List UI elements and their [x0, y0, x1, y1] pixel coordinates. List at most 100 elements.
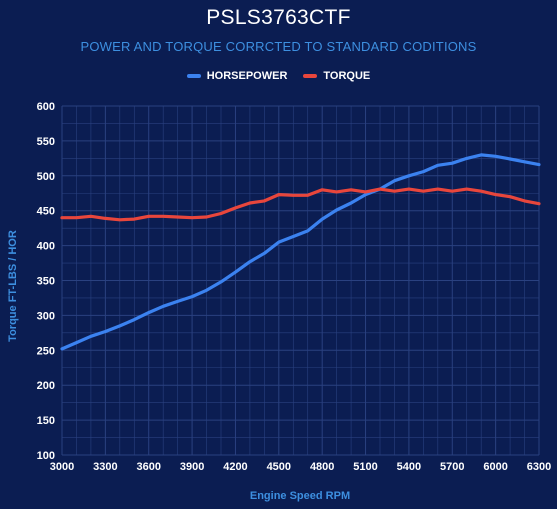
data-point-horsepower[interactable] — [479, 152, 484, 157]
data-point-torque[interactable] — [334, 189, 339, 194]
data-point-torque[interactable] — [450, 189, 455, 194]
data-point-horsepower[interactable] — [435, 163, 440, 168]
data-point-horsepower[interactable] — [132, 317, 137, 322]
data-point-horsepower[interactable] — [537, 162, 542, 167]
data-point-torque[interactable] — [378, 187, 383, 192]
data-point-horsepower[interactable] — [320, 217, 325, 222]
data-point-horsepower[interactable] — [190, 294, 195, 299]
data-point-horsepower[interactable] — [103, 329, 108, 334]
data-point-torque[interactable] — [363, 189, 368, 194]
data-point-horsepower[interactable] — [508, 157, 513, 162]
chart-legend: HORSEPOWER TORQUE — [0, 70, 557, 82]
x-tick-label: 5400 — [397, 461, 421, 473]
data-point-torque[interactable] — [479, 189, 484, 194]
y-tick-label: 350 — [37, 276, 55, 288]
data-point-horsepower[interactable] — [247, 259, 252, 264]
legend-label-horsepower: HORSEPOWER — [206, 70, 288, 82]
series-line-torque[interactable] — [60, 187, 541, 222]
data-point-torque[interactable] — [392, 189, 397, 194]
data-point-horsepower[interactable] — [392, 178, 397, 183]
x-tick-label: 3900 — [180, 461, 204, 473]
data-point-horsepower[interactable] — [305, 228, 310, 233]
data-point-torque[interactable] — [435, 187, 440, 192]
data-point-horsepower[interactable] — [276, 240, 281, 245]
data-point-horsepower[interactable] — [406, 173, 411, 178]
data-point-horsepower[interactable] — [219, 279, 224, 284]
data-point-horsepower[interactable] — [262, 251, 267, 256]
data-point-horsepower[interactable] — [161, 304, 166, 309]
y-tick-label: 150 — [37, 415, 55, 427]
data-point-horsepower[interactable] — [60, 346, 65, 351]
data-point-torque[interactable] — [132, 217, 137, 222]
data-point-torque[interactable] — [537, 201, 542, 206]
data-point-torque[interactable] — [103, 216, 108, 221]
data-point-torque[interactable] — [262, 198, 267, 203]
data-point-torque[interactable] — [88, 214, 93, 219]
data-point-horsepower[interactable] — [175, 299, 180, 304]
y-axis-ticks: 100 150 200 250 300 350 400 450 500 550 600 — [37, 101, 55, 462]
legend-item-horsepower[interactable]: HORSEPOWER — [186, 70, 288, 82]
data-point-torque[interactable] — [305, 193, 310, 198]
data-point-torque[interactable] — [247, 201, 252, 206]
y-axis-title: Torque FT-LBS / HOR — [7, 230, 19, 342]
data-point-horsepower[interactable] — [146, 310, 151, 315]
legend-swatch-torque — [303, 74, 318, 78]
data-point-horsepower[interactable] — [74, 340, 79, 345]
y-tick-label: 250 — [37, 345, 55, 357]
y-tick-label: 200 — [37, 380, 55, 392]
data-point-torque[interactable] — [421, 189, 426, 194]
y-tick-label: 450 — [37, 206, 55, 218]
data-point-horsepower[interactable] — [464, 156, 469, 161]
data-point-torque[interactable] — [74, 215, 79, 220]
x-tick-label: 4200 — [223, 461, 247, 473]
data-point-horsepower[interactable] — [117, 323, 122, 328]
data-point-torque[interactable] — [233, 205, 238, 210]
x-tick-label: 4800 — [310, 461, 334, 473]
data-point-horsepower[interactable] — [88, 334, 93, 339]
chart-title: PSLS3763CTF — [206, 6, 351, 29]
y-tick-label: 400 — [37, 241, 55, 253]
x-tick-label: 3600 — [136, 461, 160, 473]
data-point-torque[interactable] — [204, 214, 209, 219]
data-point-horsepower[interactable] — [493, 154, 498, 159]
data-point-torque[interactable] — [464, 187, 469, 192]
x-tick-label: 4500 — [267, 461, 291, 473]
data-point-torque[interactable] — [60, 215, 65, 220]
y-tick-label: 500 — [37, 171, 55, 183]
legend-swatch-horsepower — [186, 74, 201, 78]
legend-item-torque[interactable]: TORQUE — [303, 70, 370, 82]
x-tick-label: 5700 — [440, 461, 464, 473]
data-point-horsepower[interactable] — [291, 234, 296, 239]
data-point-torque[interactable] — [175, 214, 180, 219]
chart-subtitle: POWER AND TORQUE CORRCTED TO STANDARD CO… — [80, 39, 477, 54]
series-line-horsepower[interactable] — [60, 153, 541, 351]
data-point-torque[interactable] — [219, 211, 224, 216]
x-tick-label: 3000 — [50, 461, 74, 473]
data-point-torque[interactable] — [117, 217, 122, 222]
data-point-torque[interactable] — [522, 198, 527, 203]
data-point-torque[interactable] — [493, 192, 498, 197]
legend-label-torque: TORQUE — [323, 70, 371, 82]
y-tick-label: 100 — [37, 450, 55, 462]
data-point-torque[interactable] — [161, 214, 166, 219]
data-point-torque[interactable] — [276, 192, 281, 197]
data-point-torque[interactable] — [349, 187, 354, 192]
data-point-horsepower[interactable] — [349, 201, 354, 206]
y-tick-label: 300 — [37, 310, 55, 322]
data-point-torque[interactable] — [508, 194, 513, 199]
data-point-horsepower[interactable] — [204, 288, 209, 293]
chart-grid — [61, 105, 540, 456]
data-point-torque[interactable] — [320, 187, 325, 192]
x-axis-ticks: 3000 3300 3600 3900 4200 4500 4800 5100 5400 5700… — [50, 461, 551, 473]
data-point-torque[interactable] — [291, 193, 296, 198]
data-point-horsepower[interactable] — [421, 169, 426, 174]
data-point-torque[interactable] — [146, 214, 151, 219]
data-point-horsepower[interactable] — [522, 159, 527, 164]
data-point-torque[interactable] — [406, 187, 411, 192]
data-point-horsepower[interactable] — [233, 270, 238, 275]
y-tick-label: 550 — [37, 136, 55, 148]
data-point-horsepower[interactable] — [450, 161, 455, 166]
data-point-horsepower[interactable] — [334, 208, 339, 213]
data-point-torque[interactable] — [190, 215, 195, 220]
